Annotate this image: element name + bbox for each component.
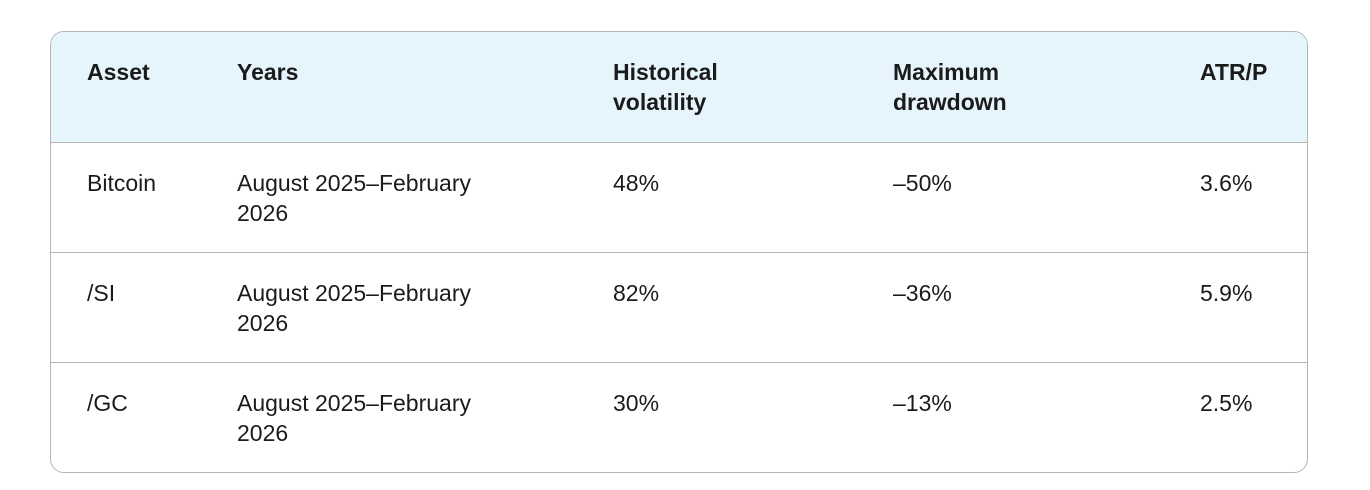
column-header: Maximum drawdown xyxy=(893,59,1007,115)
table-cell: –36% xyxy=(893,279,952,306)
table-cell: –50% xyxy=(893,169,952,196)
data-table: Asset Years Historical volatility Maximum d… xyxy=(51,32,1307,472)
table-container: Asset Years Historical volatility Maximum d… xyxy=(50,31,1308,473)
column-header: ATR/P xyxy=(1200,59,1268,85)
table-head: Asset Years Historical volatility Maximum d… xyxy=(51,32,1307,142)
table-cell: 30% xyxy=(613,389,660,416)
table-cell: 48% xyxy=(613,169,660,196)
table-cell: August 2025–February 2026 xyxy=(237,279,471,336)
table-row: Bitcoin August 2025–February 2026 48% –50% 3… xyxy=(51,142,1307,252)
column-header: Historical volatility xyxy=(613,59,718,115)
table-cell: 2.5% xyxy=(1200,389,1253,416)
table-cell: 5.9% xyxy=(1200,279,1253,306)
table-cell: /GC xyxy=(87,389,128,416)
header-row: Asset Years Historical volatility Maximum d… xyxy=(51,32,1307,142)
table-cell: 3.6% xyxy=(1200,169,1253,196)
column-header: Years xyxy=(237,59,299,85)
table-row: /SI August 2025–February 2026 82% –36% 5.9% xyxy=(51,252,1307,362)
table-body: Bitcoin August 2025–February 2026 48% –50% 3… xyxy=(51,142,1307,472)
column-header: Asset xyxy=(87,59,150,85)
table-cell: August 2025–February 2026 xyxy=(237,169,471,226)
table-cell: /SI xyxy=(87,279,116,306)
table-row: /GC August 2025–February 2026 30% –13% 2.5% xyxy=(51,362,1307,472)
table-cell: 82% xyxy=(613,279,660,306)
table-cell: –13% xyxy=(893,389,952,416)
table-cell: Bitcoin xyxy=(87,169,157,196)
table-cell: August 2025–February 2026 xyxy=(237,389,471,446)
